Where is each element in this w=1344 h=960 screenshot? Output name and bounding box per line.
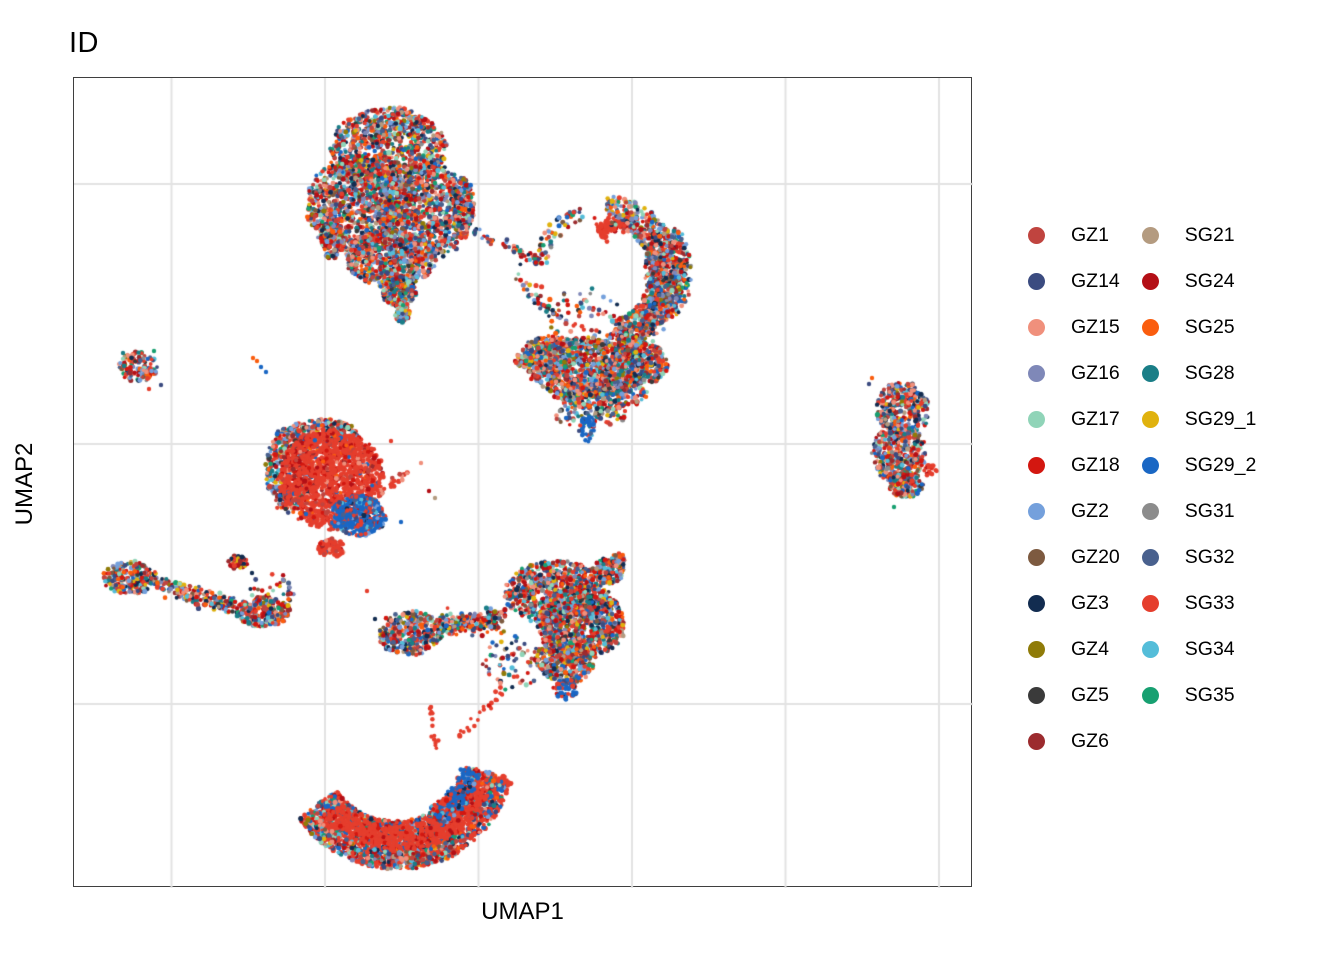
legend-label: GZ15 (1071, 315, 1120, 338)
legend-label: GZ5 (1071, 683, 1109, 706)
legend-label: SG29_2 (1184, 453, 1257, 476)
legend-color-swatch (1028, 640, 1045, 658)
legend: GZ1 GZ14 GZ15 GZ16 GZ17 GZ18 GZ2 GZ20 GZ3 GZ4 GZ5 G… (1028, 212, 1256, 764)
legend-item: SG25 (1141, 304, 1257, 350)
legend-label: GZ20 (1071, 545, 1120, 568)
legend-item: SG24 (1141, 258, 1257, 304)
legend-item: GZ16 (1028, 350, 1120, 396)
legend-color-swatch (1141, 318, 1159, 336)
legend-item: GZ6 (1028, 718, 1120, 764)
legend-color-swatch (1028, 226, 1045, 244)
legend-label: GZ16 (1071, 361, 1120, 384)
legend-column-2: SG21 SG24 SG25 SG28 SG29_1 SG29_2 SG31 SG32 SG33… (1141, 212, 1257, 764)
legend-color-swatch (1028, 548, 1045, 566)
legend-color-swatch (1141, 686, 1159, 704)
legend-color-swatch (1141, 410, 1159, 428)
plot-panel (73, 77, 973, 888)
legend-item: SG35 (1141, 672, 1257, 718)
legend-color-swatch (1028, 686, 1045, 704)
legend-label: GZ4 (1071, 637, 1109, 660)
legend-item: GZ5 (1028, 672, 1120, 718)
legend-color-swatch (1141, 226, 1159, 244)
legend-item: SG28 (1141, 350, 1257, 396)
legend-item: SG32 (1141, 534, 1257, 580)
legend-color-swatch (1141, 456, 1159, 474)
legend-label: SG29_1 (1184, 407, 1257, 430)
legend-item: GZ14 (1028, 258, 1120, 304)
legend-item: GZ1 (1028, 212, 1120, 258)
legend-color-swatch (1028, 732, 1045, 750)
legend-color-swatch (1028, 272, 1045, 290)
legend-label: GZ2 (1071, 499, 1109, 522)
legend-color-swatch (1141, 272, 1159, 290)
legend-label: SG28 (1184, 361, 1235, 384)
legend-color-swatch (1028, 410, 1045, 428)
legend-label: SG25 (1184, 315, 1235, 338)
legend-item: GZ17 (1028, 396, 1120, 442)
x-axis-label: UMAP1 (481, 898, 564, 925)
legend-color-swatch (1141, 548, 1159, 566)
legend-label: SG21 (1184, 223, 1235, 246)
legend-color-swatch (1141, 594, 1159, 612)
legend-label: GZ3 (1071, 591, 1109, 614)
legend-label: GZ1 (1071, 223, 1109, 246)
legend-label: GZ18 (1071, 453, 1120, 476)
legend-item: GZ18 (1028, 442, 1120, 488)
legend-item: GZ20 (1028, 534, 1120, 580)
legend-item: SG34 (1141, 626, 1257, 672)
legend-color-swatch (1141, 502, 1159, 520)
legend-color-swatch (1028, 318, 1045, 336)
legend-item: SG29_1 (1141, 396, 1257, 442)
legend-item: GZ15 (1028, 304, 1120, 350)
legend-color-swatch (1028, 456, 1045, 474)
plot-title: ID (69, 27, 99, 59)
legend-label: SG35 (1184, 683, 1235, 706)
legend-item: GZ2 (1028, 488, 1120, 534)
legend-color-swatch (1028, 364, 1045, 382)
legend-label: SG31 (1184, 499, 1235, 522)
legend-label: SG33 (1184, 591, 1235, 614)
legend-label: SG32 (1184, 545, 1235, 568)
legend-item: GZ3 (1028, 580, 1120, 626)
legend-color-swatch (1141, 364, 1159, 382)
legend-item: SG21 (1141, 212, 1257, 258)
legend-item: SG33 (1141, 580, 1257, 626)
legend-item: SG31 (1141, 488, 1257, 534)
legend-label: SG34 (1184, 637, 1235, 660)
legend-label: GZ14 (1071, 269, 1120, 292)
legend-label: GZ17 (1071, 407, 1120, 430)
y-axis-label: UMAP2 (11, 442, 38, 526)
legend-color-swatch (1028, 594, 1045, 612)
legend-color-swatch (1141, 640, 1159, 658)
legend-label: GZ6 (1071, 729, 1109, 752)
legend-column-1: GZ1 GZ14 GZ15 GZ16 GZ17 GZ18 GZ2 GZ20 GZ3 GZ4 GZ5 G… (1028, 212, 1120, 764)
umap-scatter-canvas (74, 78, 973, 888)
legend-item: GZ4 (1028, 626, 1120, 672)
legend-color-swatch (1028, 502, 1045, 520)
legend-label: SG24 (1184, 269, 1235, 292)
legend-item: SG29_2 (1141, 442, 1257, 488)
